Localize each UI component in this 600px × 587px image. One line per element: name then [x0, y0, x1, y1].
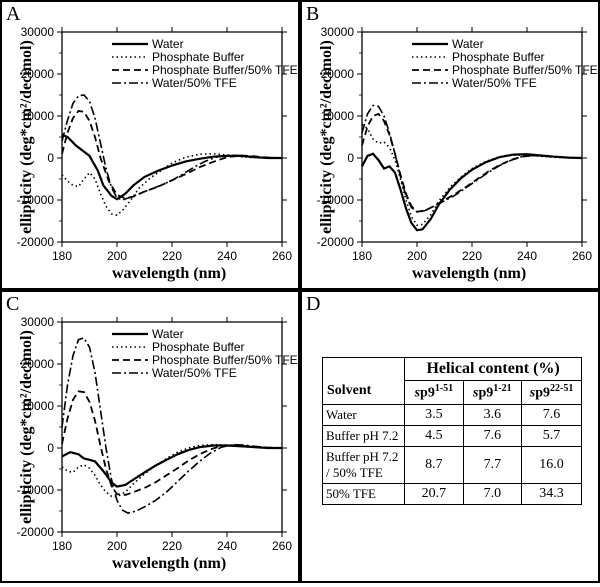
legend-swatch-solid	[412, 38, 448, 50]
legend-item: Phosphate Buffer	[112, 51, 298, 63]
svg-text:0: 0	[47, 441, 54, 455]
figure: A-20000-10000010000200003000018020022024…	[0, 0, 600, 583]
legend-label: Phosphate Buffer	[152, 341, 245, 353]
legend-swatch-dashdot	[412, 77, 448, 89]
legend-swatch-dashdot	[112, 77, 148, 89]
legend-item: Phosphate Buffer/50% TFE	[412, 64, 598, 76]
legend-item: Water	[112, 328, 298, 340]
legend-swatch-dot	[112, 51, 148, 63]
svg-text:180: 180	[52, 249, 72, 263]
legend-swatch-dash	[412, 64, 448, 76]
legend-label: Water/50% TFE	[452, 77, 537, 89]
legend-item: Phosphate Buffer/50% TFE	[112, 64, 298, 76]
table-corner: Solvent	[323, 358, 405, 405]
legend-swatch-solid	[112, 328, 148, 340]
svg-text:260: 260	[272, 249, 292, 263]
legend-B: WaterPhosphate BufferPhosphate Buffer/50…	[412, 37, 598, 90]
table-col-head: sp922-51	[522, 381, 582, 405]
table-row: Water3.53.67.6	[323, 404, 582, 425]
table-cell: 16.0	[522, 446, 582, 483]
table-cell: 4.5	[405, 425, 463, 446]
table-row-label: Water	[323, 404, 405, 425]
panel-C: C-20000-10000010000200003000018020022024…	[0, 290, 300, 583]
table-cell: 3.5	[405, 404, 463, 425]
svg-text:220: 220	[162, 539, 182, 553]
legend-item: Phosphate Buffer/50% TFE	[112, 354, 298, 366]
legend-item: Water	[112, 38, 298, 50]
panel-D: D Solvent Helical content (%)sp91-51sp91-2…	[300, 290, 600, 583]
table-cell: 7.6	[522, 404, 582, 425]
legend-label: Water/50% TFE	[152, 77, 237, 89]
svg-text:0: 0	[47, 151, 54, 165]
table-cell: 34.3	[522, 483, 582, 504]
table-row: Buffer pH 7.2 / 50% TFE8.77.716.0	[323, 446, 582, 483]
table-cell: 7.0	[463, 483, 521, 504]
table-row-label: Buffer pH 7.2 / 50% TFE	[323, 446, 405, 483]
svg-text:180: 180	[352, 249, 372, 263]
legend-label: Phosphate Buffer	[452, 51, 545, 63]
legend-swatch-solid	[112, 38, 148, 50]
table-col-head: sp91-51	[405, 381, 463, 405]
svg-text:220: 220	[162, 249, 182, 263]
svg-text:0: 0	[347, 151, 354, 165]
table-cell: 7.6	[463, 425, 521, 446]
legend-C: WaterPhosphate BufferPhosphate Buffer/50…	[112, 327, 298, 380]
legend-A: WaterPhosphate BufferPhosphate Buffer/50…	[112, 37, 298, 90]
legend-item: Phosphate Buffer	[412, 51, 598, 63]
table-row: 50% TFE20.77.034.3	[323, 483, 582, 504]
svg-text:260: 260	[572, 249, 592, 263]
table-row-label: 50% TFE	[323, 483, 405, 504]
legend-label: Phosphate Buffer	[152, 51, 245, 63]
legend-item: Water/50% TFE	[112, 77, 298, 89]
legend-swatch-dot	[412, 51, 448, 63]
legend-label: Water	[452, 38, 484, 50]
table-row: Buffer pH 7.24.57.65.7	[323, 425, 582, 446]
helical-content-table: Solvent Helical content (%)sp91-51sp91-21…	[322, 357, 582, 505]
legend-item: Phosphate Buffer	[112, 341, 298, 353]
legend-label: Water/50% TFE	[152, 367, 237, 379]
table-cell: 3.6	[463, 404, 521, 425]
legend-item: Water/50% TFE	[412, 77, 598, 89]
legend-label: Phosphate Buffer/50% TFE	[152, 354, 298, 366]
svg-text:240: 240	[217, 249, 237, 263]
panel-label-D: D	[306, 294, 320, 314]
table-col-head: sp91-21	[463, 381, 521, 405]
table-cell: 5.7	[522, 425, 582, 446]
svg-text:200: 200	[107, 249, 127, 263]
table-solvent-label: Solvent	[327, 383, 400, 399]
panel-B: B-20000-10000010000200003000018020022024…	[300, 0, 600, 290]
legend-label: Phosphate Buffer/50% TFE	[452, 64, 598, 76]
legend-label: Phosphate Buffer/50% TFE	[152, 64, 298, 76]
legend-swatch-dash	[112, 64, 148, 76]
y-axis-title: ellipticity (deg*cm²/decimol)	[19, 317, 35, 537]
legend-item: Water/50% TFE	[112, 367, 298, 379]
y-axis-title: ellipticity (deg*cm²/decimol)	[319, 27, 335, 247]
table-cell: 8.7	[405, 446, 463, 483]
table-cell: 7.7	[463, 446, 521, 483]
svg-text:240: 240	[517, 249, 537, 263]
table-title: Helical content (%)	[405, 358, 582, 381]
legend-label: Water	[152, 38, 184, 50]
x-axis-title: wavelength (nm)	[412, 266, 526, 282]
svg-text:240: 240	[217, 539, 237, 553]
panel-A: A-20000-10000010000200003000018020022024…	[0, 0, 300, 290]
legend-swatch-dot	[112, 341, 148, 353]
table-cell: 20.7	[405, 483, 463, 504]
svg-text:220: 220	[462, 249, 482, 263]
legend-swatch-dash	[112, 354, 148, 366]
svg-text:200: 200	[407, 249, 427, 263]
legend-label: Water	[152, 328, 184, 340]
x-axis-title: wavelength (nm)	[112, 556, 226, 572]
y-axis-title: ellipticity (deg*cm²/decimol)	[19, 27, 35, 247]
x-axis-title: wavelength (nm)	[112, 266, 226, 282]
legend-item: Water	[412, 38, 598, 50]
svg-text:200: 200	[107, 539, 127, 553]
svg-text:260: 260	[272, 539, 292, 553]
svg-text:180: 180	[52, 539, 72, 553]
table-row-label: Buffer pH 7.2	[323, 425, 405, 446]
legend-swatch-dashdot	[112, 367, 148, 379]
